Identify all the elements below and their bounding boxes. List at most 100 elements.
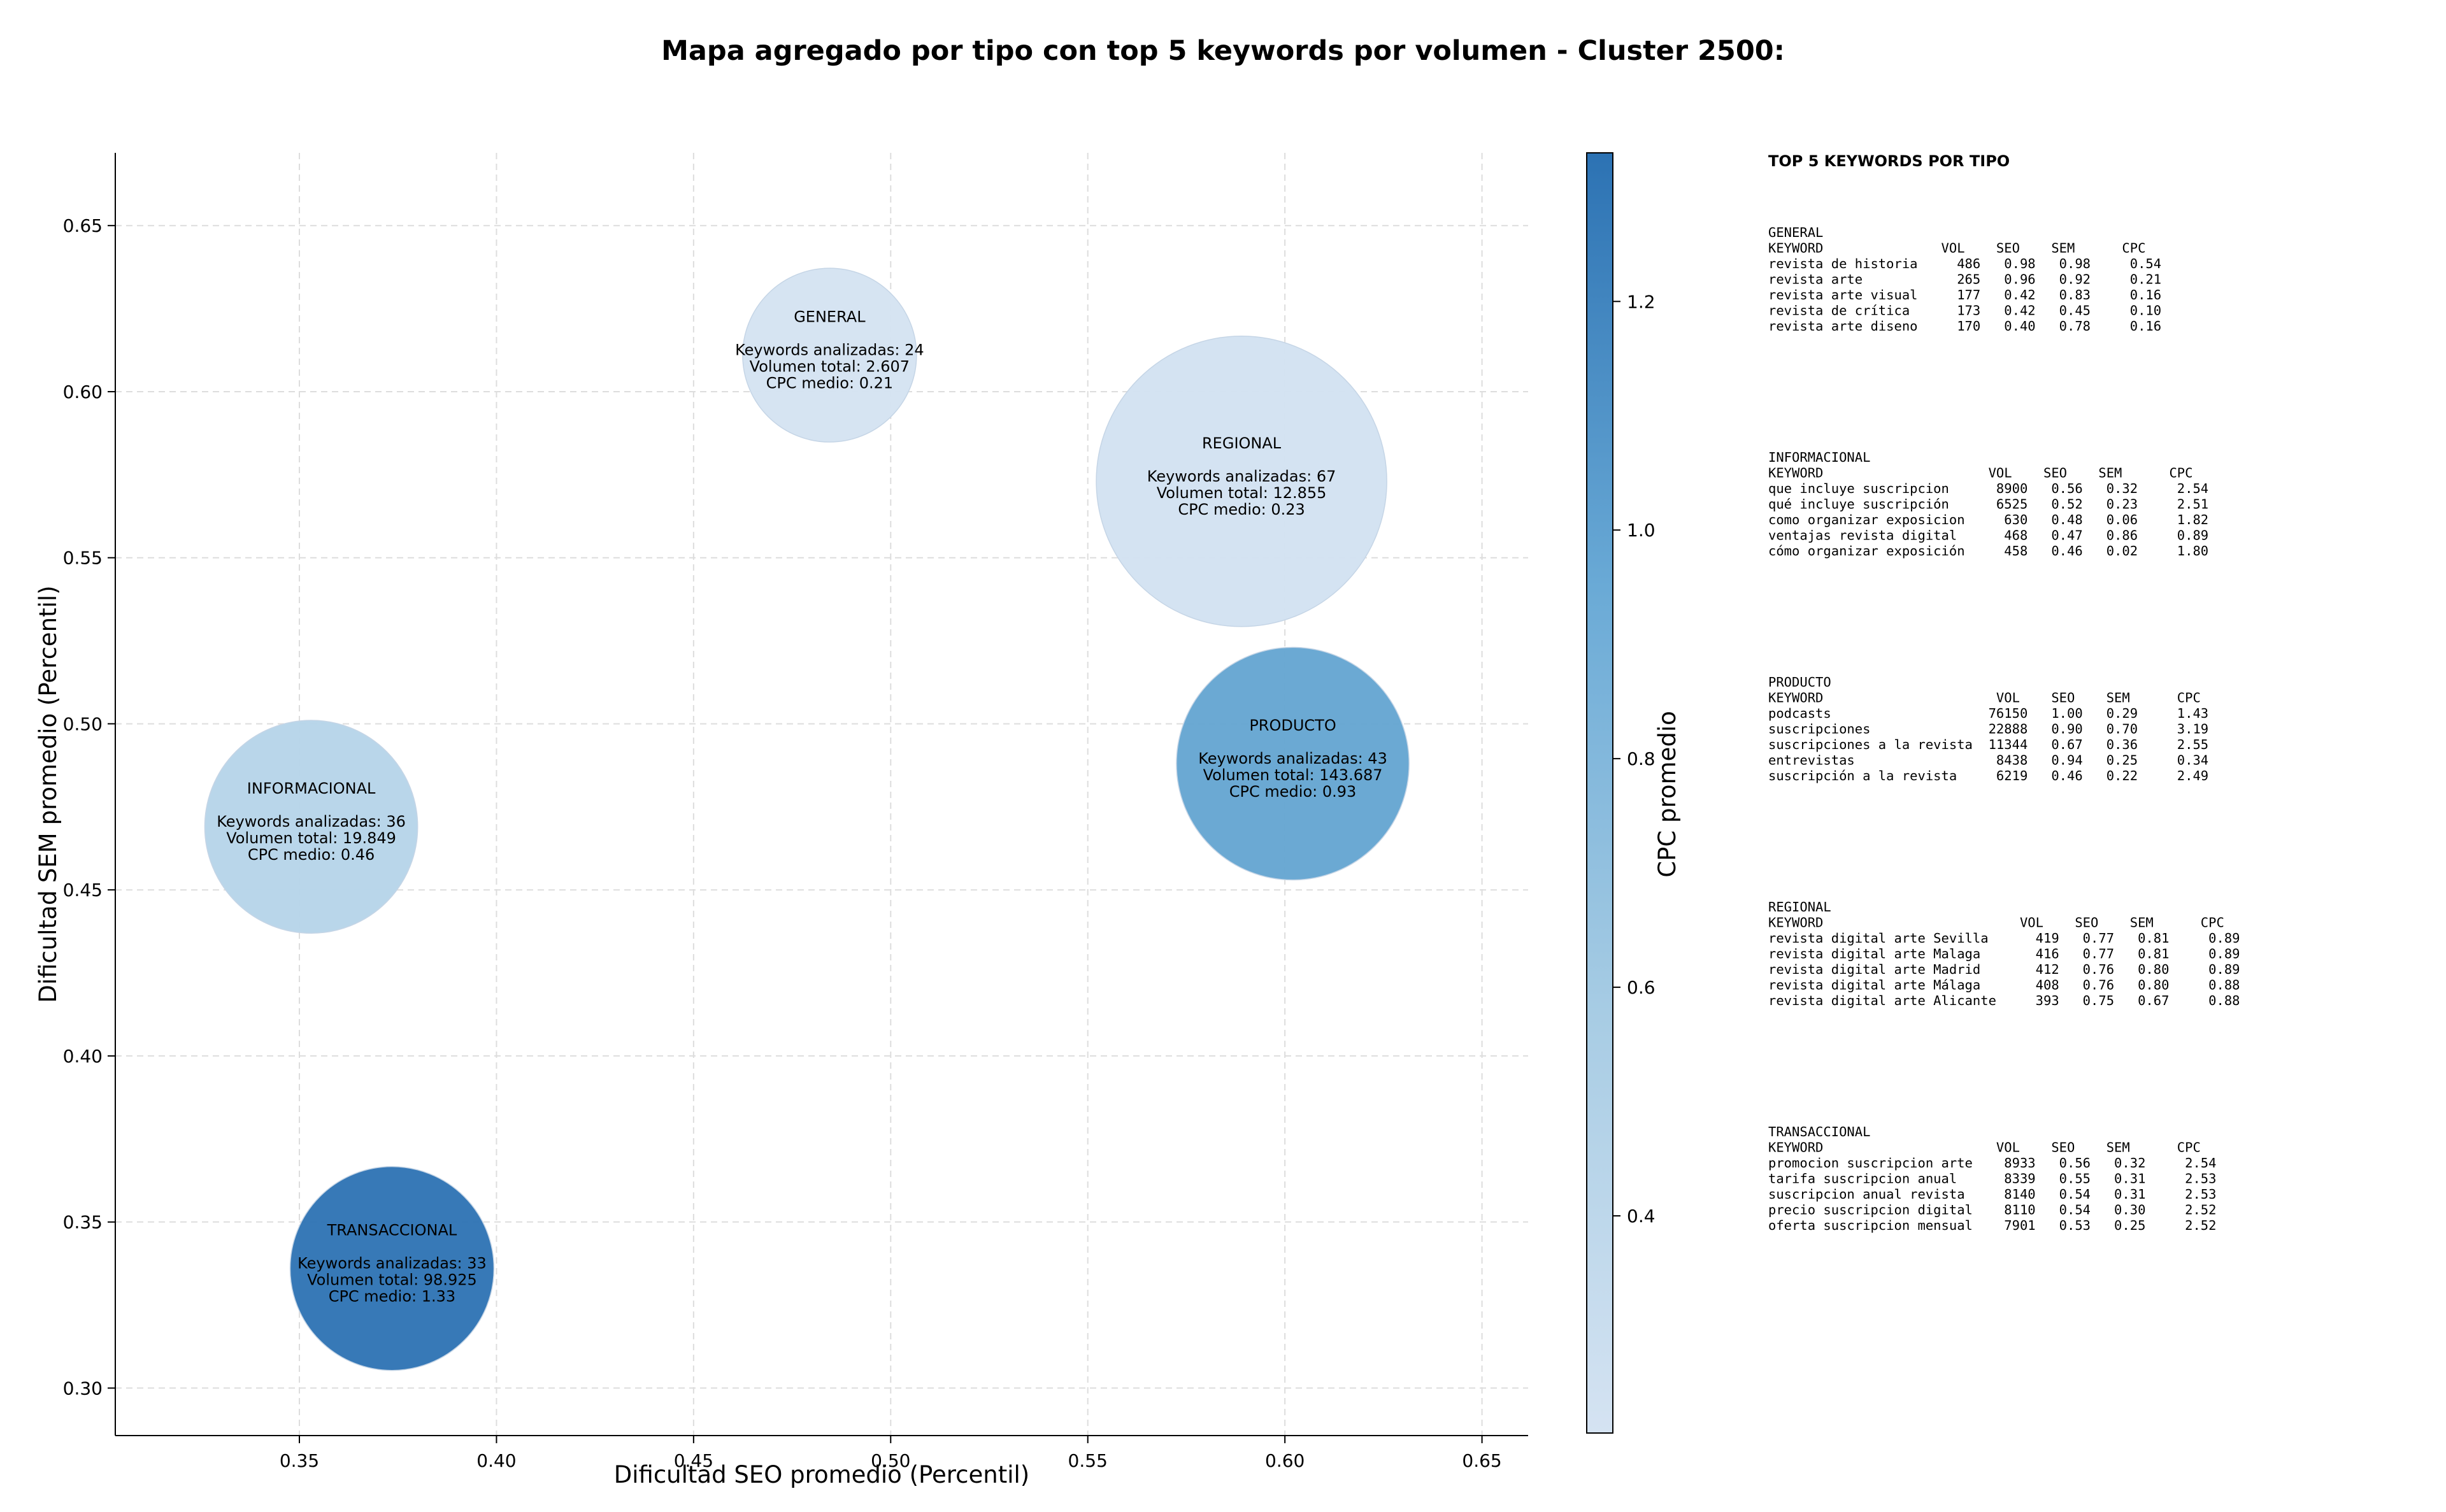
group-header: KEYWORD VOL SEO SEM CPC (1768, 915, 2224, 931)
group-header: KEYWORD VOL SEO SEM CPC (1768, 690, 2201, 706)
bubble-informacional: INFORMACIONAL Keywords analizadas: 36Volu… (204, 720, 418, 934)
keyword-row: revista arte visual 177 0.42 0.83 0.16 (1768, 287, 2161, 303)
keyword-row: precio suscripcion digital 8110 0.54 0.3… (1768, 1202, 2217, 1218)
chart-title: Mapa agregado por tipo con top 5 keyword… (661, 35, 1785, 67)
keyword-row: promocion suscripcion arte 8933 0.56 0.3… (1768, 1155, 2217, 1171)
keyword-row: revista de crítica 173 0.42 0.45 0.10 (1768, 303, 2161, 318)
keyword-row: como organizar exposicion 630 0.48 0.06 … (1768, 512, 2208, 527)
bubble-type-label: PRODUCTO (1249, 717, 1336, 734)
bubble-circle (742, 267, 917, 443)
y-ticks: 0.30 0.35 0.40 0.45 0.50 0.55 0.60 0.65 (63, 215, 115, 1399)
x-tick-label: 0.40 (476, 1450, 516, 1471)
x-axis-label: Dificultad SEO promedio (Percentil) (614, 1461, 1029, 1488)
x-tick-label: 0.45 (674, 1450, 713, 1471)
colorbar-tick-label: 0.8 (1627, 748, 1656, 769)
keyword-row: suscripciones 22888 0.90 0.70 3.19 (1768, 722, 2208, 737)
bubble-keywords-label: Keywords analizadas: 43 (1198, 750, 1387, 767)
keyword-row: revista arte diseno 170 0.40 0.78 0.16 (1768, 318, 2161, 334)
keyword-row: revista digital arte Madrid 412 0.76 0.8… (1768, 962, 2240, 977)
keyword-row: revista arte 265 0.96 0.92 0.21 (1768, 272, 2161, 287)
keyword-row: suscripcion anual revista 8140 0.54 0.31… (1768, 1187, 2217, 1202)
group-name: REGIONAL (1768, 899, 1831, 915)
bubble-type-label: INFORMACIONAL (247, 780, 376, 797)
keyword-row: revista de historia 486 0.98 0.98 0.54 (1768, 256, 2161, 271)
group-name: GENERAL (1768, 225, 1823, 240)
keyword-row: ventajas revista digital 468 0.47 0.86 0… (1768, 528, 2208, 543)
keyword-row: qué incluye suscripción 6525 0.52 0.23 2… (1768, 497, 2208, 512)
bubble-volume-label: Volumen total: 2.607 (750, 358, 910, 376)
bubble-circle (1176, 646, 1410, 881)
group-header: KEYWORD VOL SEO SEM CPC (1768, 241, 2145, 256)
colorbar-ticks: 0.4 0.6 0.8 1.0 1.2 (1613, 291, 1656, 1227)
colorbar-tick-label: 0.6 (1627, 977, 1656, 998)
keyword-row: entrevistas 8438 0.94 0.25 0.34 (1768, 753, 2208, 768)
keyword-row: que incluye suscripcion 8900 0.56 0.32 2… (1768, 481, 2208, 496)
bubble-circle (289, 1166, 495, 1371)
colorbar-label: CPC promedio (1654, 711, 1681, 877)
y-tick-label: 0.65 (63, 215, 103, 236)
keyword-row: revista digital arte Sevilla 419 0.77 0.… (1768, 931, 2240, 946)
colorbar-gradient (1586, 152, 1613, 1434)
y-tick-label: 0.60 (63, 382, 103, 403)
x-tick-label: 0.65 (1462, 1450, 1501, 1471)
keyword-row: cómo organizar exposición 458 0.46 0.02 … (1768, 543, 2208, 559)
colorbar-tick-label: 0.4 (1627, 1206, 1656, 1227)
colorbar-tick-label: 1.2 (1627, 291, 1656, 312)
bubble-circle (1096, 336, 1387, 627)
bubble-cpc-label: CPC medio: 0.23 (1178, 501, 1305, 518)
bubble-volume-label: Volumen total: 98.925 (307, 1271, 477, 1289)
y-tick-label: 0.30 (63, 1378, 103, 1399)
bubble-circle (204, 720, 418, 934)
bubble-keywords-label: Keywords analizadas: 36 (217, 813, 406, 831)
x-tick-label: 0.60 (1265, 1450, 1305, 1471)
keyword-row: suscripción a la revista 6219 0.46 0.22 … (1768, 768, 2208, 783)
bubble-type-label: TRANSACCIONAL (327, 1222, 457, 1239)
y-axis-label: Dificultad SEM promedio (Percentil) (34, 585, 62, 1002)
group-name: TRANSACCIONAL (1768, 1124, 1870, 1139)
bubble-cpc-label: CPC medio: 1.33 (329, 1288, 456, 1306)
keyword-row: revista digital arte Malaga 416 0.77 0.8… (1768, 946, 2240, 962)
y-tick-label: 0.50 (63, 713, 103, 734)
group-name: INFORMACIONAL (1768, 450, 1870, 465)
bubble-cpc-label: CPC medio: 0.21 (766, 374, 894, 392)
keyword-row: suscripciones a la revista 11344 0.67 0.… (1768, 737, 2208, 752)
y-tick-label: 0.35 (63, 1212, 103, 1233)
bubble-volume-label: Volumen total: 19.849 (226, 829, 396, 847)
y-tick-label: 0.40 (63, 1046, 103, 1067)
bubble-type-label: REGIONAL (1202, 434, 1282, 452)
bubble-cpc-label: CPC medio: 0.46 (248, 846, 375, 864)
group-header: KEYWORD VOL SEO SEM CPC (1768, 1140, 2201, 1155)
group-name: PRODUCTO (1768, 674, 1831, 690)
x-tick-label: 0.50 (871, 1450, 910, 1471)
x-tick-label: 0.35 (280, 1450, 319, 1471)
x-ticks: 0.35 0.40 0.45 0.50 0.55 0.60 0.65 (280, 1436, 1502, 1471)
bubble-keywords-label: Keywords analizadas: 33 (297, 1255, 487, 1273)
bubble-keywords-label: Keywords analizadas: 24 (735, 341, 924, 359)
bubble-cpc-label: CPC medio: 0.93 (1229, 783, 1357, 801)
group-header: KEYWORD VOL SEO SEM CPC (1768, 466, 2192, 481)
colorbar-tick-label: 1.0 (1627, 520, 1656, 541)
keyword-row: oferta suscripcion mensual 7901 0.53 0.2… (1768, 1218, 2217, 1233)
keyword-row: tarifa suscripcion anual 8339 0.55 0.31 … (1768, 1171, 2217, 1187)
x-tick-label: 0.55 (1068, 1450, 1108, 1471)
bubble-keywords-label: Keywords analizadas: 67 (1147, 467, 1336, 485)
keyword-row: podcasts 76150 1.00 0.29 1.43 (1768, 706, 2208, 721)
colorbar: 0.4 0.6 0.8 1.0 1.2 CPC promedio (1586, 152, 1681, 1434)
bubble-volume-label: Volumen total: 12.855 (1157, 484, 1327, 502)
y-tick-label: 0.45 (63, 880, 103, 901)
keyword-row: revista digital arte Alicante 393 0.75 0… (1768, 993, 2240, 1008)
panel-heading: TOP 5 KEYWORDS POR TIPO (1768, 152, 2010, 170)
bubble-transaccional: TRANSACCIONAL Keywords analizadas: 33Volu… (289, 1166, 495, 1371)
bubble-volume-label: Volumen total: 143.687 (1203, 766, 1383, 784)
